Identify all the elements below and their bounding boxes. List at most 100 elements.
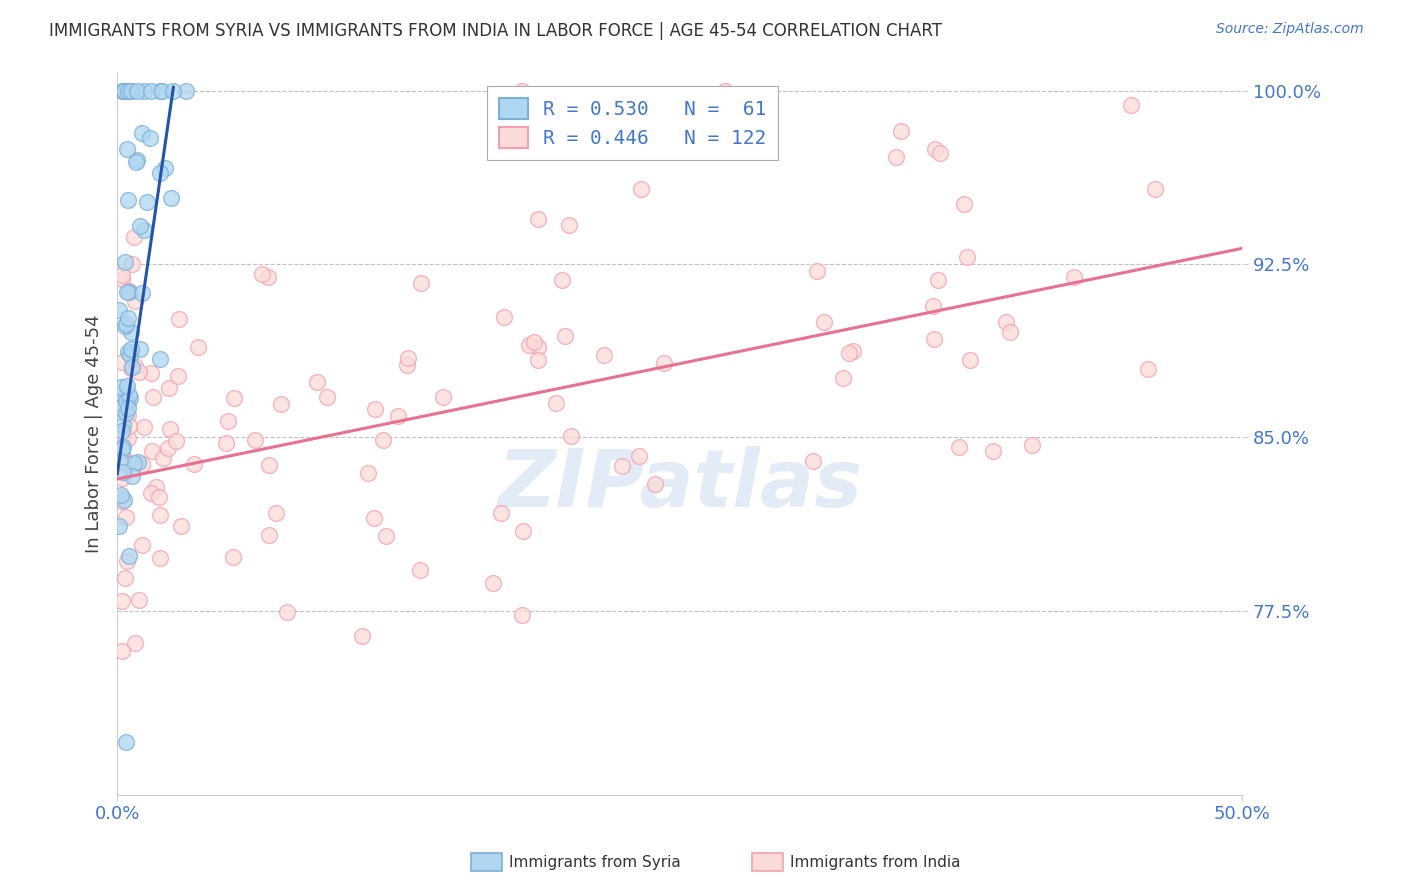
- Point: [141, 486, 163, 500]
- Point: [120, 342, 142, 356]
- Point: [409, 563, 432, 577]
- Point: [801, 454, 824, 468]
- Point: [270, 397, 292, 411]
- Point: [127, 85, 149, 99]
- Point: [117, 401, 139, 415]
- Text: Immigrants from Syria: Immigrants from Syria: [509, 855, 681, 870]
- Point: [927, 273, 949, 287]
- Point: [959, 352, 981, 367]
- Point: [592, 347, 614, 361]
- Point: [928, 146, 950, 161]
- Point: [276, 606, 298, 620]
- Point: [121, 360, 143, 375]
- Point: [551, 273, 574, 287]
- Point: [120, 85, 142, 99]
- Point: [117, 311, 139, 326]
- Point: [183, 458, 205, 472]
- Point: [118, 549, 141, 563]
- Point: [842, 343, 865, 358]
- Point: [994, 315, 1017, 329]
- Point: [149, 166, 172, 180]
- Point: [350, 629, 373, 643]
- Point: [713, 85, 735, 99]
- Point: [111, 454, 134, 468]
- Point: [523, 334, 546, 349]
- Point: [357, 466, 380, 480]
- Point: [108, 401, 131, 415]
- Legend: R = 0.530   N =  61, R = 0.446   N = 122: R = 0.530 N = 61, R = 0.446 N = 122: [486, 87, 779, 160]
- Point: [108, 303, 131, 318]
- Point: [396, 351, 419, 366]
- Point: [139, 366, 162, 380]
- Text: Source: ZipAtlas.com: Source: ZipAtlas.com: [1216, 22, 1364, 37]
- Point: [122, 456, 145, 470]
- Point: [222, 550, 245, 565]
- Point: [998, 325, 1021, 339]
- Point: [921, 298, 943, 312]
- Point: [111, 594, 134, 608]
- Point: [554, 329, 576, 343]
- Point: [118, 391, 141, 405]
- Point: [124, 636, 146, 650]
- Point: [257, 269, 280, 284]
- Point: [111, 471, 134, 485]
- Point: [135, 194, 157, 209]
- Point: [924, 142, 946, 156]
- Point: [132, 223, 155, 237]
- Point: [129, 343, 152, 357]
- Point: [374, 529, 396, 543]
- Point: [127, 153, 149, 168]
- Point: [560, 429, 582, 443]
- Point: [432, 390, 454, 404]
- Point: [1136, 361, 1159, 376]
- Point: [307, 375, 329, 389]
- Point: [128, 365, 150, 379]
- Point: [510, 608, 533, 623]
- Text: ZIPatlas: ZIPatlas: [498, 446, 862, 524]
- Point: [1063, 269, 1085, 284]
- Point: [114, 571, 136, 585]
- Point: [112, 85, 135, 99]
- Point: [806, 264, 828, 278]
- Point: [117, 284, 139, 298]
- Point: [526, 340, 548, 354]
- Point: [128, 592, 150, 607]
- Point: [174, 85, 197, 99]
- Point: [129, 219, 152, 234]
- Point: [117, 408, 139, 422]
- Point: [652, 356, 675, 370]
- Point: [117, 85, 139, 99]
- Point: [489, 506, 512, 520]
- Point: [131, 126, 153, 140]
- Point: [167, 312, 190, 326]
- Point: [121, 469, 143, 483]
- Point: [1144, 182, 1167, 196]
- Point: [111, 418, 134, 433]
- Point: [387, 409, 409, 424]
- Point: [110, 488, 132, 502]
- Point: [139, 85, 162, 99]
- Point: [117, 194, 139, 208]
- Point: [111, 272, 134, 286]
- Point: [411, 277, 433, 291]
- Point: [152, 450, 174, 465]
- Point: [948, 441, 970, 455]
- Point: [187, 340, 209, 354]
- Point: [250, 267, 273, 281]
- Point: [170, 519, 193, 533]
- Point: [217, 414, 239, 428]
- Point: [121, 256, 143, 270]
- Point: [112, 492, 135, 507]
- Point: [114, 317, 136, 331]
- Point: [316, 390, 339, 404]
- Point: [120, 325, 142, 339]
- Point: [134, 420, 156, 434]
- Point: [115, 142, 138, 156]
- Point: [125, 154, 148, 169]
- Point: [111, 396, 134, 410]
- Point: [118, 285, 141, 299]
- Point: [111, 491, 134, 505]
- Point: [120, 361, 142, 376]
- Point: [517, 338, 540, 352]
- Point: [838, 345, 860, 359]
